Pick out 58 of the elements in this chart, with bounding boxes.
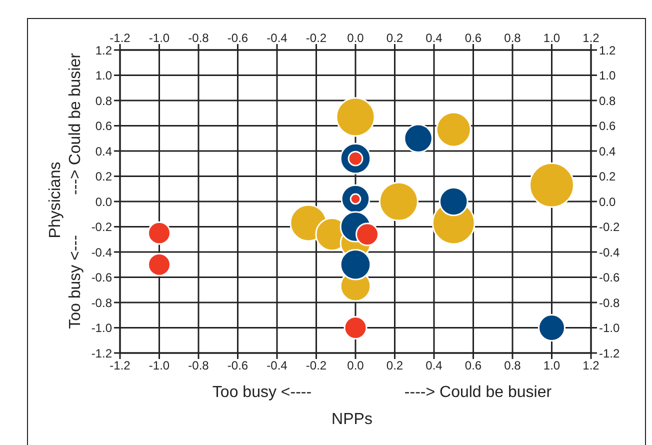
- x2-tick-label: 1.0: [543, 358, 560, 373]
- text: Too busy <---: [67, 235, 85, 329]
- y2-tick-label: -1.0: [599, 321, 620, 336]
- y-axis-title: Physicians: [47, 162, 65, 238]
- y2-tick-label: 1.0: [599, 68, 616, 83]
- y-tick-label: -1.0: [91, 321, 112, 336]
- x-tick-label: -0.8: [188, 31, 210, 45]
- x2-tick-label: 0.8: [504, 358, 522, 373]
- x-tick-label: -0.6: [227, 31, 248, 45]
- x-tick-label: -1.0: [148, 31, 170, 45]
- text: ----> Could be busier: [404, 384, 552, 402]
- y-tick-label: 0.2: [95, 170, 112, 184]
- x-axis-title: NPPs: [332, 411, 372, 429]
- x-tick-label: -1.2: [110, 31, 131, 45]
- x2-tick-label: 0.0: [347, 358, 364, 373]
- x-tick-label: -0.4: [266, 31, 288, 45]
- y-tick-label: 0.6: [95, 119, 112, 134]
- x2-tick-label: -0.2: [306, 358, 327, 373]
- y-tick-label: 1.0: [95, 68, 112, 83]
- y-tick-label: -0.2: [91, 220, 112, 234]
- y2-tick-label: 0.0: [599, 194, 616, 209]
- y2-tick-label: 0.6: [599, 119, 616, 134]
- y2-tick-label: 0.8: [599, 94, 616, 108]
- y2-tick-label: -1.2: [599, 346, 620, 360]
- x-tick-label: 0.6: [464, 31, 482, 45]
- x-tick-label: 1.0: [543, 31, 560, 45]
- y-tick-label: 0.4: [95, 144, 112, 158]
- y2-tick-label: 0.4: [599, 144, 616, 158]
- x2-tick-label: -1.0: [148, 358, 170, 373]
- y2-tick-label: 1.2: [599, 43, 616, 58]
- y-tick-label: 1.2: [95, 43, 112, 58]
- x-tick-label: 0.4: [426, 31, 443, 45]
- x-tick-label: 0.0: [347, 31, 364, 45]
- y-tick-label: -0.8: [91, 296, 112, 310]
- y-tick-label: -1.2: [91, 346, 112, 360]
- x2-tick-label: -1.2: [110, 358, 131, 373]
- x-tick-label: 0.2: [386, 31, 404, 45]
- text: Too busy <----: [212, 384, 312, 402]
- y2-tick-label: -0.4: [599, 245, 620, 260]
- y-tick-label: -0.4: [91, 245, 112, 260]
- y-tick-label: 0.8: [95, 94, 112, 108]
- y2-tick-label: -0.2: [599, 220, 620, 234]
- x2-tick-label: -0.8: [188, 358, 210, 373]
- y2-tick-label: 0.2: [599, 170, 616, 184]
- x-tick-label: 1.2: [582, 31, 600, 45]
- x-tick-label: -0.2: [306, 31, 327, 45]
- text: ---> Could be busier: [67, 53, 85, 195]
- x2-tick-label: 0.2: [386, 358, 404, 373]
- y-tick-label: 0.0: [95, 194, 112, 209]
- x2-tick-label: -0.4: [266, 358, 288, 373]
- y-tick-label: -0.6: [91, 270, 112, 285]
- x2-tick-label: 0.6: [464, 358, 482, 373]
- x2-tick-label: 1.2: [582, 358, 600, 373]
- x2-tick-label: 0.4: [426, 358, 443, 373]
- x2-tick-label: -0.6: [227, 358, 248, 373]
- y2-tick-label: -0.6: [599, 270, 620, 285]
- y2-tick-label: -0.8: [599, 296, 620, 310]
- x-tick-label: 0.8: [504, 31, 522, 45]
